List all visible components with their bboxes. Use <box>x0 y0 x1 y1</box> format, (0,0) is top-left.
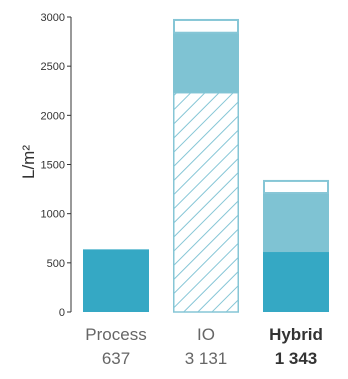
y-tick-label: 1000 <box>41 209 65 221</box>
bar-segment-hybrid-outline <box>263 179 329 195</box>
y-tick-label: 0 <box>59 307 65 319</box>
y-tick-label: 2500 <box>41 61 65 73</box>
bar-segment-io-outline <box>173 18 239 34</box>
y-tick-label: 2000 <box>41 110 65 122</box>
category-total-label: 637 <box>102 349 130 368</box>
category-label: Hybrid <box>269 325 323 344</box>
y-tick-label: 1500 <box>41 160 65 172</box>
bar-segment-process-solid-dark <box>83 249 149 312</box>
bar-segment-hybrid-solid-light <box>263 193 329 253</box>
category-label: IO <box>197 325 215 344</box>
bars <box>83 18 329 313</box>
x-axis-labels: Process 637 IO 3 131 Hybrid 1 343 <box>85 325 323 368</box>
category-label: Process <box>85 325 146 344</box>
y-tick-label: 500 <box>47 258 65 270</box>
bar-segment-io-solid-light <box>173 32 239 93</box>
bar-segment-io-hatched <box>173 91 239 313</box>
y-axis: 0 500 1000 1500 2000 2500 3000 <box>41 12 72 319</box>
y-axis-title: L/m² <box>19 145 38 179</box>
bar-segment-hybrid-solid-dark <box>263 252 329 312</box>
y-tick-label: 3000 <box>41 12 65 24</box>
category-total-label: 1 343 <box>275 349 318 368</box>
category-total-label: 3 131 <box>185 349 228 368</box>
